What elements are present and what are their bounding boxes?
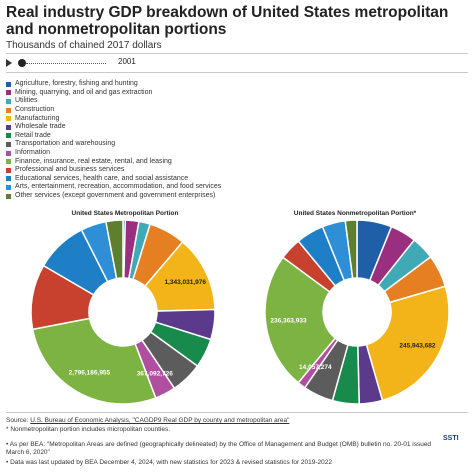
slider-divider: [6, 72, 468, 73]
legend-swatch: [6, 159, 11, 165]
donut-slice[interactable]: [104, 219, 124, 280]
slider-handle[interactable]: [18, 59, 26, 67]
legend-item[interactable]: Agriculture, forestry, fishing and hunti…: [6, 80, 336, 89]
slider-track[interactable]: [26, 62, 106, 65]
legend-item[interactable]: Construction: [6, 106, 336, 115]
header-divider: [6, 53, 468, 54]
slice-data-label: 2,796,186,955: [69, 369, 111, 376]
legend-label: Wholesale trade: [15, 123, 66, 131]
legend-swatch: [6, 184, 11, 190]
legend-label: Utilities: [15, 97, 38, 105]
donut-slice[interactable]: [344, 219, 358, 280]
donut-slice[interactable]: [365, 285, 450, 402]
legend-swatch: [6, 90, 11, 96]
legend-label: Construction: [15, 106, 55, 114]
footnote-nonmetro: * Nonmetropolitan portion includes micro…: [6, 426, 171, 433]
legend-label: Educational services, health care, and s…: [15, 174, 189, 182]
source-prefix: Source:: [6, 417, 31, 424]
legend-item[interactable]: Retail trade: [6, 132, 336, 141]
legend-label: Transportation and warehousing: [15, 140, 116, 148]
year-slider[interactable]: 2001: [6, 57, 156, 69]
legend-label: Retail trade: [15, 131, 51, 139]
legend-swatch: [6, 176, 11, 182]
donut-slice[interactable]: [31, 317, 157, 405]
slice-data-label: 245,943,682: [399, 342, 436, 349]
chart-subtitle: Thousands of chained 2017 dollars: [6, 40, 162, 51]
legend-label: Arts, entertainment, recreation, accommo…: [15, 183, 222, 191]
play-icon[interactable]: [6, 59, 12, 67]
legend-label: Finance, insurance, real estate, rental,…: [15, 157, 172, 165]
legend-swatch: [6, 124, 11, 130]
slice-data-label: 367,092,726: [137, 370, 174, 377]
legend-item[interactable]: Manufacturing: [6, 114, 336, 123]
chart-title: Real industry GDP breakdown of United St…: [6, 4, 449, 38]
legend-label: Other services (except government and go…: [15, 192, 216, 200]
legend-label: Agriculture, forestry, fishing and hunti…: [15, 80, 138, 88]
legend: Agriculture, forestry, fishing and hunti…: [6, 80, 336, 200]
legend-swatch: [6, 107, 11, 113]
legend-item[interactable]: Mining, quarrying, and oil and gas extra…: [6, 89, 336, 98]
donut-slice[interactable]: [264, 256, 337, 384]
source-link[interactable]: U.S. Bureau of Economic Analysis, "CAGDP…: [30, 417, 290, 424]
legend-swatch: [6, 98, 11, 104]
legend-item[interactable]: Educational services, health care, and s…: [6, 175, 336, 184]
slider-year-label: 2001: [118, 57, 136, 66]
legend-swatch: [6, 133, 11, 139]
legend-label: Mining, quarrying, and oil and gas extra…: [15, 88, 153, 96]
legend-item[interactable]: Finance, insurance, real estate, rental,…: [6, 157, 336, 166]
slice-data-label: 14,057,274: [299, 364, 332, 371]
ssti-logo: SSTI: [443, 435, 459, 442]
legend-swatch: [6, 150, 11, 156]
source-note: Source: U.S. Bureau of Economic Analysis…: [6, 417, 289, 425]
footnote-update: • Data was last updated by BEA December …: [6, 459, 332, 466]
donut-charts: 2,796,186,955 1,343,031,976 367,092,726 245…: [30, 219, 450, 405]
legend-item[interactable]: Utilities: [6, 97, 336, 106]
legend-swatch: [6, 141, 11, 147]
legend-label: Professional and business services: [15, 166, 125, 174]
legend-item[interactable]: Information: [6, 149, 336, 158]
slice-data-label: 236,363,933: [270, 317, 307, 324]
metro-chart-title: United States Metropolitan Portion: [71, 210, 179, 217]
legend-swatch: [6, 193, 11, 199]
footer-divider: [6, 412, 468, 413]
legend-item[interactable]: Other services (except government and go…: [6, 192, 336, 201]
footnote-omb: • As per BEA: "Metropolitan Areas are de…: [6, 441, 432, 456]
nonmetro-chart-title: United States Nonmetropolitan Portion*: [293, 210, 417, 217]
legend-item[interactable]: Transportation and warehousing: [6, 140, 336, 149]
legend-label: Manufacturing: [15, 114, 60, 122]
legend-swatch: [6, 81, 11, 87]
slice-data-label: 1,343,031,976: [164, 279, 206, 286]
legend-swatch: [6, 167, 11, 173]
legend-label: Information: [15, 149, 51, 157]
legend-swatch: [6, 116, 11, 122]
legend-item[interactable]: Wholesale trade: [6, 123, 336, 132]
legend-item[interactable]: Professional and business services: [6, 166, 336, 175]
legend-item[interactable]: Arts, entertainment, recreation, accommo…: [6, 183, 336, 192]
